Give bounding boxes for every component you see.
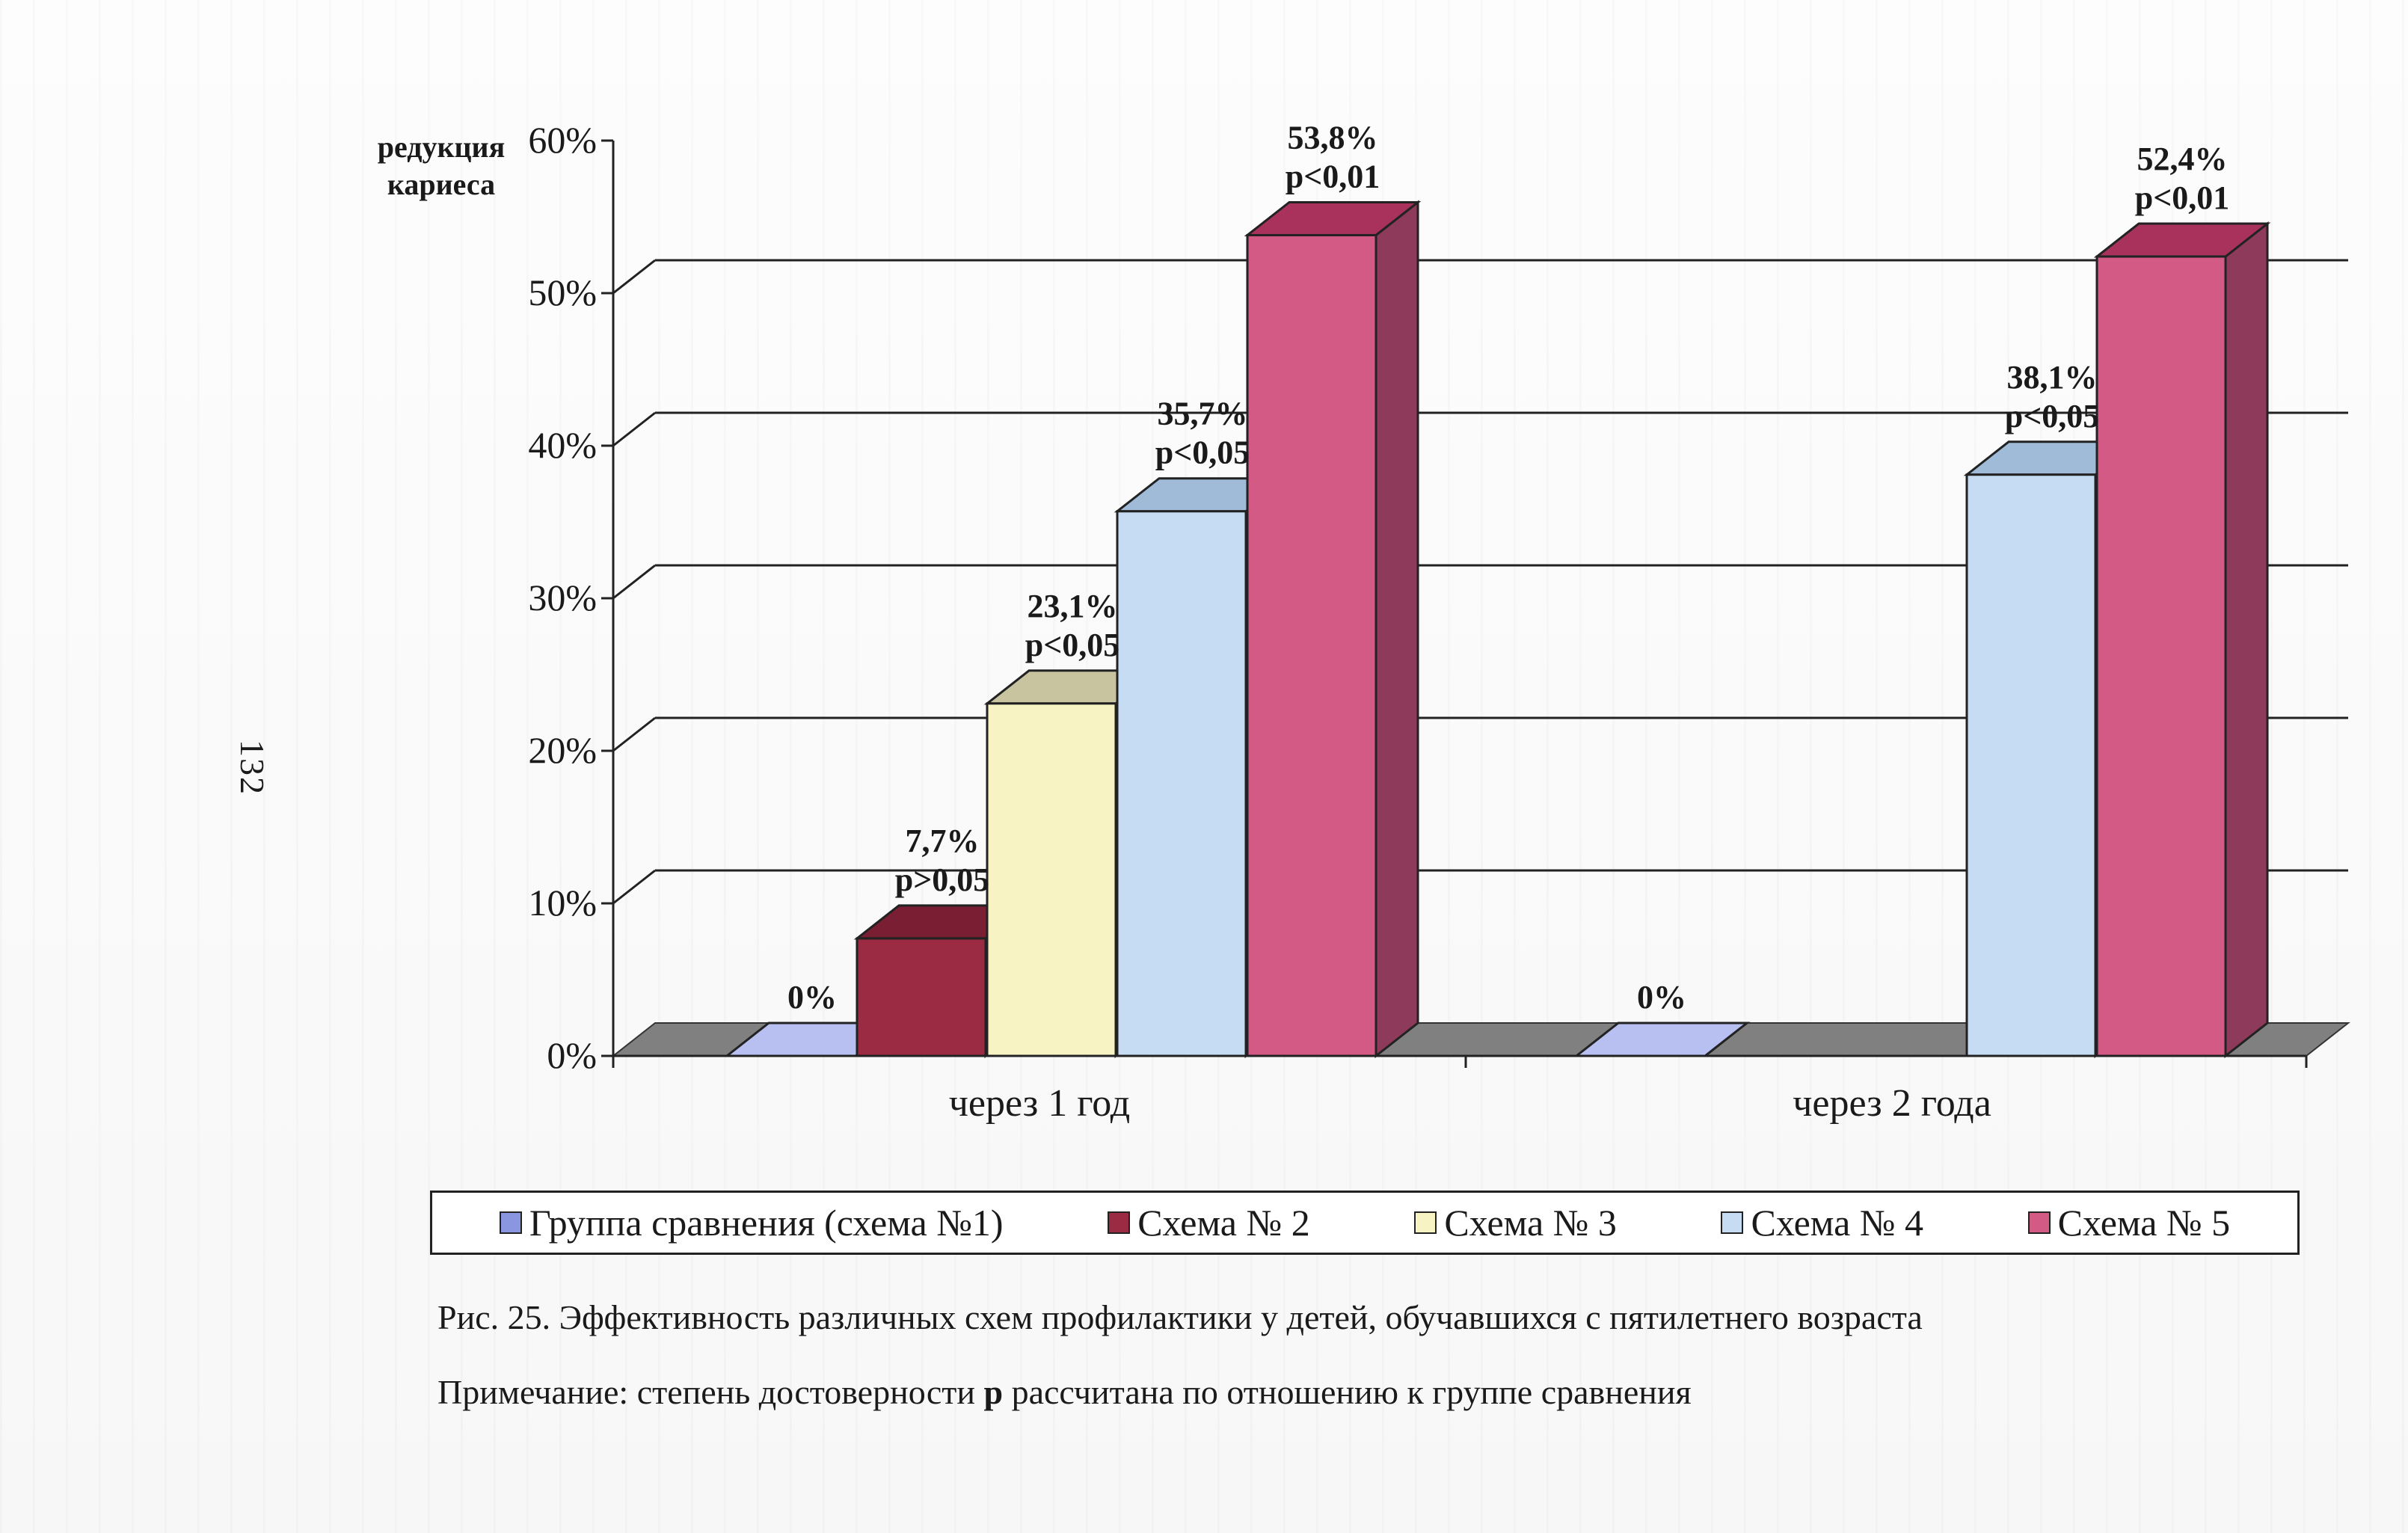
bar-front: [1965, 473, 2097, 1057]
bar-front: [2095, 255, 2227, 1057]
gridline-diagonal: [612, 564, 656, 600]
data-label: 35,7%: [1158, 396, 1248, 432]
data-label: 38,1%: [2007, 359, 2098, 396]
data-labels-layer: 0%7,7%p>0,0523,1%p<0,0535,7%p<0,0553,8%p…: [787, 119, 2229, 1016]
legend-label: Схема № 5: [2057, 1202, 2231, 1244]
legend-label: Схема № 4: [1751, 1202, 1923, 1244]
legend-label: Схема № 2: [1137, 1202, 1310, 1244]
legend-swatch: [499, 1211, 522, 1234]
bar-side: [2224, 221, 2269, 1059]
gridline-diagonal: [612, 259, 656, 295]
x-category-label: через 2 года: [1793, 1082, 1991, 1125]
note-prefix: Примечание: степень достоверности: [437, 1373, 984, 1411]
gridline-diagonal: [612, 411, 656, 447]
data-label: 53,8%: [1288, 119, 1378, 156]
axis-layer: 0% 10% 20% 30% 40% 50% 60% редукция кариеса через…: [378, 119, 2308, 1125]
bar-front: [1116, 510, 1247, 1057]
gridline-diagonal: [612, 869, 656, 905]
legend: Группа сравнения (схема №1) Схема № 2 Схем…: [430, 1191, 2300, 1255]
data-label: p<0,05: [2005, 398, 2100, 434]
data-label: 7,7%: [906, 823, 980, 859]
data-label: p<0,01: [1286, 158, 1380, 194]
data-label: 0%: [787, 979, 837, 1016]
data-label: 23,1%: [1028, 588, 1118, 624]
bar-top: [1573, 1022, 1751, 1057]
note-suffix: рассчитана по отношению к группе сравнен…: [1003, 1373, 1692, 1411]
bar: [2093, 221, 2271, 1059]
y-tick-label: 60%: [528, 119, 597, 161]
legend-label: Группа сравнения (схема №1): [529, 1202, 1004, 1244]
figure-note: Примечание: степень достоверности р расс…: [437, 1372, 1692, 1412]
legend-swatch: [1721, 1211, 1744, 1234]
legend-swatch: [1108, 1211, 1131, 1234]
bar-front: [1246, 233, 1377, 1057]
legend-item: Группа сравнения (схема №1): [499, 1201, 1004, 1244]
legend-swatch: [2027, 1211, 2051, 1234]
data-label: p<0,05: [1155, 434, 1250, 471]
legend-item: Схема № 4: [1721, 1201, 1923, 1244]
legend-swatch: [1414, 1211, 1437, 1234]
bar-chart: 0% 10% 20% 30% 40% 50% 60% редукция кариеса через…: [378, 119, 2350, 1125]
bar-front: [986, 702, 1117, 1057]
legend-item: Схема № 5: [2027, 1201, 2231, 1244]
bar: [1573, 1022, 1751, 1057]
legend-item: Схема № 2: [1108, 1201, 1310, 1244]
data-label: p<0,05: [1025, 627, 1120, 663]
y-axis-label: кариеса: [387, 168, 495, 201]
y-axis-label: редукция: [378, 130, 506, 164]
bar-front: [856, 937, 987, 1057]
gridline-diagonal: [612, 716, 656, 752]
data-label: p>0,05: [895, 861, 990, 898]
bar: [1244, 200, 1422, 1059]
x-category-label: через 1 год: [949, 1082, 1130, 1125]
y-tick-label: 30%: [528, 577, 597, 618]
data-label: 52,4%: [2137, 141, 2228, 177]
y-tick-label: 0%: [547, 1034, 597, 1076]
data-label: p<0,01: [2135, 179, 2230, 216]
legend-item: Схема № 3: [1414, 1201, 1617, 1244]
y-tick-label: 50%: [528, 271, 597, 313]
y-tick-label: 40%: [528, 424, 597, 466]
bar-side: [1375, 200, 1419, 1059]
legend-label: Схема № 3: [1444, 1202, 1617, 1244]
y-tick-label: 10%: [528, 882, 597, 924]
data-label: 0%: [1637, 979, 1686, 1016]
figure-caption: Рис. 25. Эффективность различных схем пр…: [437, 1298, 1923, 1336]
note-bold-p: р: [983, 1373, 1004, 1411]
y-tick-label: 20%: [528, 729, 597, 771]
bars-layer: [723, 200, 2271, 1059]
